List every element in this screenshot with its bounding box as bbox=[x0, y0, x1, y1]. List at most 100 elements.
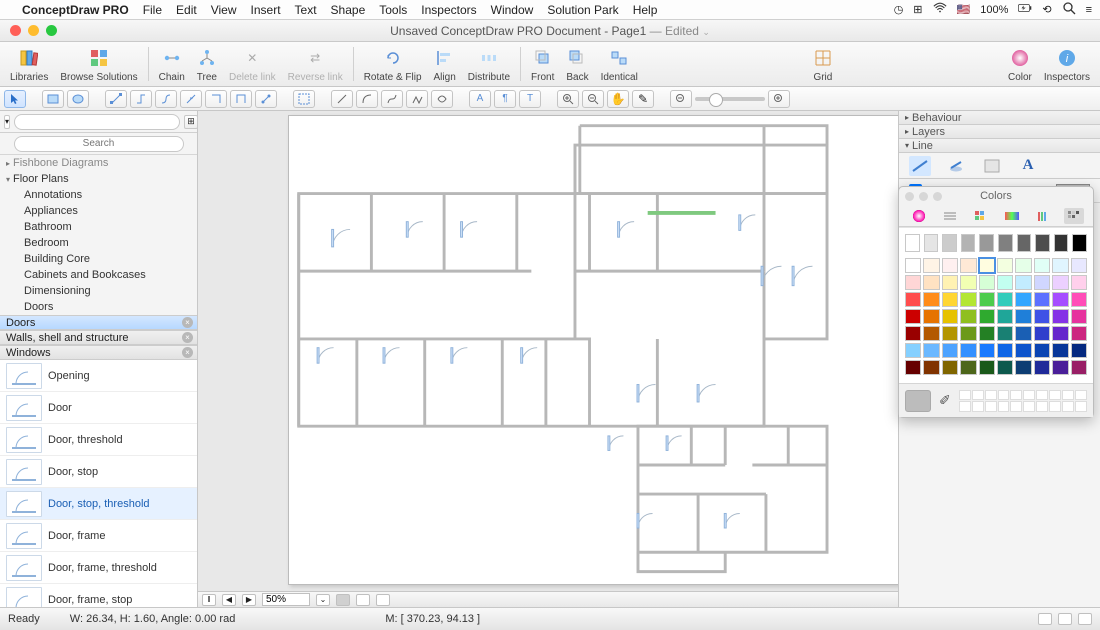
ts-conn7[interactable] bbox=[255, 90, 277, 108]
swatch[interactable] bbox=[905, 326, 921, 341]
swatch[interactable] bbox=[1035, 234, 1050, 252]
sb-ico3[interactable] bbox=[1078, 613, 1092, 625]
swatch[interactable] bbox=[942, 258, 958, 273]
tree-item[interactable]: Appliances bbox=[0, 203, 197, 219]
swatch[interactable] bbox=[905, 343, 921, 358]
swatch[interactable] bbox=[1034, 326, 1050, 341]
swatch[interactable] bbox=[1034, 343, 1050, 358]
ts-conn4[interactable] bbox=[180, 90, 202, 108]
swatch[interactable] bbox=[997, 326, 1013, 341]
tree-item[interactable]: Dimensioning bbox=[0, 283, 197, 299]
zoom-field[interactable] bbox=[262, 593, 310, 606]
colors-panel[interactable]: Colors ✐ bbox=[898, 186, 1094, 418]
cp-tab-sliders[interactable] bbox=[940, 208, 960, 224]
fav-slot[interactable] bbox=[998, 401, 1010, 412]
menu-solution-park[interactable]: Solution Park bbox=[547, 3, 618, 17]
swatch[interactable] bbox=[1015, 292, 1031, 307]
fav-slot[interactable] bbox=[1010, 390, 1022, 401]
swatch[interactable] bbox=[1071, 309, 1087, 324]
cp-max[interactable] bbox=[933, 192, 942, 201]
ts-zoom-in[interactable] bbox=[557, 90, 579, 108]
swatch[interactable] bbox=[923, 326, 939, 341]
ts-text1[interactable]: A bbox=[469, 90, 491, 108]
fav-slot[interactable] bbox=[959, 401, 971, 412]
swatch[interactable] bbox=[1052, 326, 1068, 341]
cp-tab-palette[interactable] bbox=[971, 208, 991, 224]
close-icon[interactable]: × bbox=[182, 347, 193, 358]
fav-slot[interactable] bbox=[1036, 401, 1048, 412]
menu-help[interactable]: Help bbox=[633, 3, 658, 17]
ts-zoom-out[interactable] bbox=[582, 90, 604, 108]
tb-browse-solutions[interactable]: Browse Solutions bbox=[56, 45, 141, 83]
tb-identical[interactable]: Identical bbox=[597, 45, 642, 83]
menu-window[interactable]: Window bbox=[491, 3, 534, 17]
cp-tab-spectrum[interactable] bbox=[1002, 208, 1022, 224]
ts-text3[interactable]: T bbox=[519, 90, 541, 108]
tree-fishbone[interactable]: ▸Fishbone Diagrams bbox=[0, 155, 197, 171]
ts-pointer[interactable] bbox=[4, 90, 26, 108]
fav-slot[interactable] bbox=[1049, 401, 1061, 412]
zoom-stepper[interactable]: ⌄ bbox=[316, 594, 330, 606]
ts-zoom-minus[interactable] bbox=[670, 90, 692, 108]
eyedropper-icon[interactable]: ✐ bbox=[939, 392, 951, 409]
fav-slot[interactable] bbox=[959, 390, 971, 401]
fav-slot[interactable] bbox=[998, 390, 1010, 401]
cp-tab-swatches[interactable] bbox=[1064, 208, 1084, 224]
ts-conn6[interactable] bbox=[230, 90, 252, 108]
swatch[interactable] bbox=[1072, 234, 1087, 252]
swatch[interactable] bbox=[1015, 360, 1031, 375]
swatch[interactable] bbox=[960, 309, 976, 324]
shape-row[interactable]: Door, stop, threshold bbox=[0, 488, 197, 520]
swatch[interactable] bbox=[979, 292, 995, 307]
canvas[interactable] bbox=[198, 111, 898, 591]
ts-zoom-plus[interactable] bbox=[768, 90, 790, 108]
swatch[interactable] bbox=[923, 275, 939, 290]
ts-curve[interactable] bbox=[381, 90, 403, 108]
ts-arc[interactable] bbox=[356, 90, 378, 108]
maximize-button[interactable] bbox=[46, 25, 57, 36]
swatch[interactable] bbox=[997, 360, 1013, 375]
fav-slot[interactable] bbox=[985, 390, 997, 401]
ts-conn2[interactable] bbox=[130, 90, 152, 108]
page-tabs1[interactable] bbox=[336, 594, 350, 606]
swatch[interactable] bbox=[960, 360, 976, 375]
swatch[interactable] bbox=[960, 275, 976, 290]
swatch[interactable] bbox=[1052, 309, 1068, 324]
clock-icon[interactable]: ◷ bbox=[894, 3, 904, 16]
page[interactable] bbox=[288, 115, 898, 585]
swatch[interactable] bbox=[1071, 326, 1087, 341]
swatch[interactable] bbox=[905, 360, 921, 375]
swatch[interactable] bbox=[1015, 258, 1031, 273]
ts-bezier[interactable] bbox=[431, 90, 453, 108]
swatch[interactable] bbox=[979, 343, 995, 358]
swatch[interactable] bbox=[942, 234, 957, 252]
swatch[interactable] bbox=[979, 234, 994, 252]
sync-icon[interactable]: ⟲ bbox=[1042, 3, 1051, 16]
swatch[interactable] bbox=[942, 292, 958, 307]
current-color-swatch[interactable] bbox=[905, 390, 931, 412]
swatch[interactable] bbox=[997, 309, 1013, 324]
lib-header-doors[interactable]: Doors× bbox=[0, 315, 197, 330]
swatch[interactable] bbox=[1052, 292, 1068, 307]
tb-front[interactable]: Front bbox=[527, 45, 558, 83]
swatch[interactable] bbox=[979, 309, 995, 324]
swatch[interactable] bbox=[942, 343, 958, 358]
zoom-slider[interactable] bbox=[695, 97, 765, 101]
swatch[interactable] bbox=[942, 275, 958, 290]
swatch[interactable] bbox=[960, 326, 976, 341]
spotlight-icon[interactable] bbox=[1062, 1, 1076, 18]
swatch[interactable] bbox=[905, 292, 921, 307]
swatch[interactable] bbox=[1015, 309, 1031, 324]
grid-icon[interactable]: ⊞ bbox=[913, 3, 922, 16]
swatch[interactable] bbox=[1034, 275, 1050, 290]
ts-ellipse[interactable] bbox=[67, 90, 89, 108]
fav-slot[interactable] bbox=[972, 401, 984, 412]
swatch[interactable] bbox=[1071, 292, 1087, 307]
swatch[interactable] bbox=[923, 309, 939, 324]
flag-icon[interactable]: 🇺🇸 bbox=[957, 3, 971, 16]
swatch[interactable] bbox=[1052, 360, 1068, 375]
ts-text2[interactable]: ¶ bbox=[494, 90, 516, 108]
ts-container[interactable] bbox=[293, 90, 315, 108]
tb-rotate-flip[interactable]: Rotate & Flip bbox=[360, 45, 426, 83]
tb-back[interactable]: Back bbox=[562, 45, 592, 83]
